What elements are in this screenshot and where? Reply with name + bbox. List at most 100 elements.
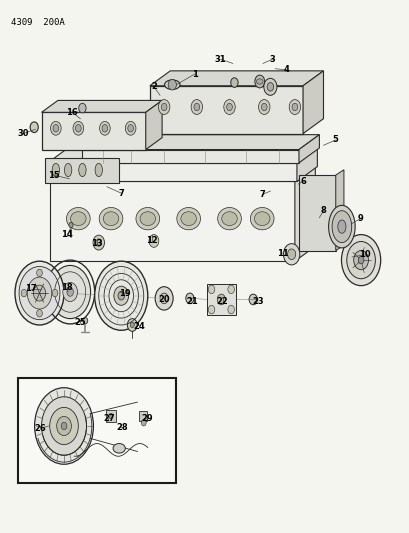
Ellipse shape [256,79,263,84]
Circle shape [50,122,61,135]
Text: 4: 4 [283,66,289,74]
Polygon shape [335,169,343,251]
Circle shape [114,286,128,305]
Circle shape [148,235,158,247]
Circle shape [79,103,86,113]
Circle shape [230,78,238,87]
Ellipse shape [113,443,125,453]
Polygon shape [47,163,296,181]
Circle shape [130,322,134,328]
Circle shape [27,277,52,309]
Circle shape [128,125,133,132]
Ellipse shape [328,205,354,248]
Ellipse shape [250,207,273,230]
Circle shape [208,285,214,294]
Ellipse shape [136,207,159,230]
Text: 1: 1 [191,70,197,78]
Polygon shape [149,71,323,86]
Circle shape [75,125,81,132]
Polygon shape [207,284,235,316]
Circle shape [160,293,168,304]
Text: 25: 25 [74,318,86,327]
Ellipse shape [331,211,351,243]
Text: 18: 18 [61,283,72,292]
Ellipse shape [95,164,102,176]
Circle shape [191,100,202,115]
Ellipse shape [164,80,180,90]
Circle shape [19,266,60,320]
Circle shape [357,256,363,264]
Text: 5: 5 [332,135,338,144]
Text: 21: 21 [186,296,197,305]
Circle shape [155,287,173,310]
Circle shape [161,103,166,111]
Text: 27: 27 [103,414,115,423]
Polygon shape [296,148,317,181]
Polygon shape [49,166,315,181]
Circle shape [158,100,169,115]
Polygon shape [298,135,319,163]
Circle shape [227,305,234,314]
Text: 13: 13 [91,239,102,248]
Ellipse shape [64,164,72,176]
Circle shape [353,251,368,270]
Circle shape [21,289,27,297]
Circle shape [99,122,110,135]
Ellipse shape [99,207,123,230]
Polygon shape [298,175,335,251]
Ellipse shape [217,207,241,230]
Circle shape [258,100,269,115]
Polygon shape [302,71,323,134]
Text: 26: 26 [35,424,47,433]
Circle shape [125,122,136,135]
Ellipse shape [180,212,196,225]
Ellipse shape [176,207,200,230]
Polygon shape [45,158,119,182]
Text: 10: 10 [358,251,369,260]
Circle shape [30,122,38,133]
Circle shape [141,419,146,426]
Bar [18,378,176,483]
Circle shape [193,103,199,111]
Text: 24: 24 [133,321,145,330]
Polygon shape [41,112,145,150]
Circle shape [56,416,71,435]
Ellipse shape [337,220,345,233]
Polygon shape [49,181,294,261]
Circle shape [291,103,297,111]
Circle shape [69,222,73,228]
Circle shape [73,122,83,135]
Circle shape [67,288,73,296]
Circle shape [102,125,108,132]
Circle shape [283,244,299,265]
Circle shape [49,265,90,319]
Circle shape [93,235,104,250]
Circle shape [94,261,147,330]
Text: 29: 29 [141,414,153,423]
Text: 22: 22 [216,296,228,305]
Polygon shape [82,150,298,163]
Circle shape [53,125,58,132]
Text: 23: 23 [252,296,263,305]
Circle shape [254,75,264,88]
Text: 31: 31 [214,55,226,63]
Circle shape [61,422,67,430]
Text: 19: 19 [119,288,131,297]
Ellipse shape [66,207,90,230]
Bar [106,410,116,422]
Bar [139,411,146,421]
Circle shape [263,78,276,95]
Circle shape [168,79,176,90]
Text: 9: 9 [357,214,362,223]
Circle shape [33,285,45,301]
Text: 15: 15 [48,171,60,180]
Polygon shape [294,166,315,261]
Text: 28: 28 [117,423,128,432]
Text: 7: 7 [259,190,265,199]
Text: 3: 3 [269,55,274,63]
Ellipse shape [103,212,119,225]
Circle shape [63,282,77,302]
Circle shape [261,103,266,111]
Circle shape [118,292,124,300]
Ellipse shape [52,164,59,176]
